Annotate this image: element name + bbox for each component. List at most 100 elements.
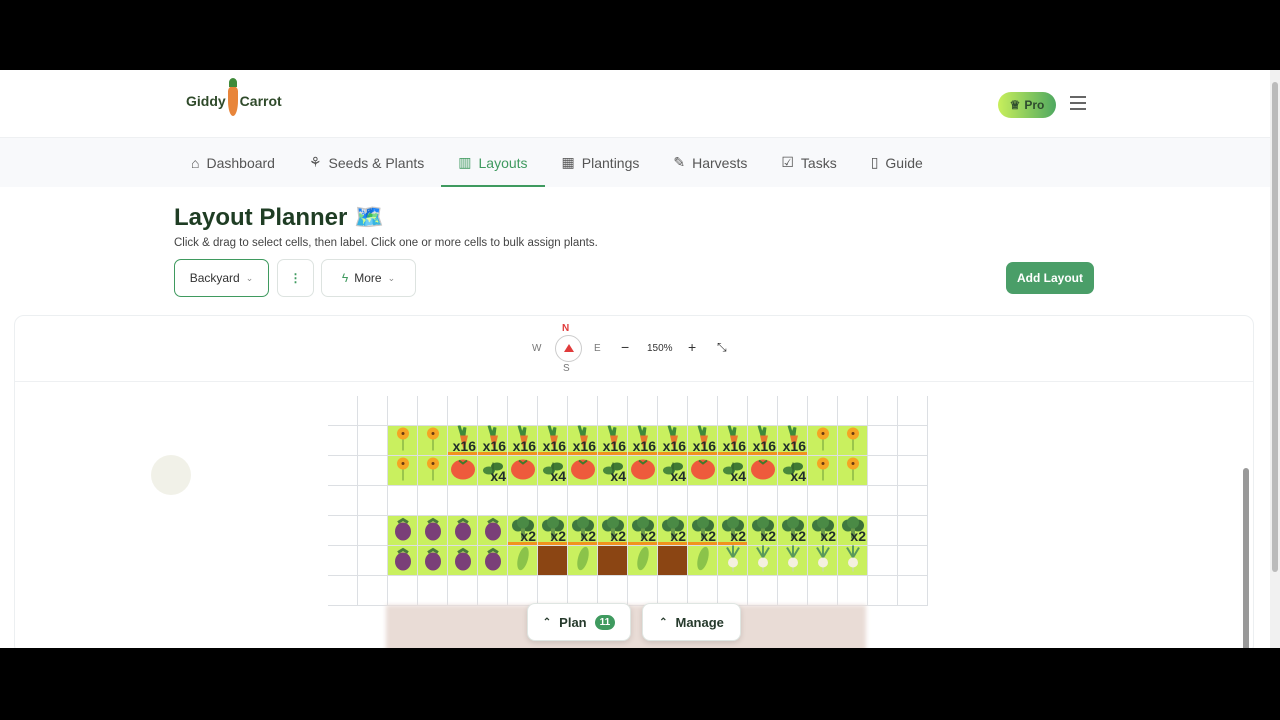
grid-cell-eggplant[interactable] (418, 546, 448, 576)
nav-tab-dashboard[interactable]: ⌂ Dashboard (174, 138, 292, 187)
grid-cell-soil[interactable] (538, 546, 568, 576)
grid-cell-empty[interactable] (628, 576, 658, 606)
grid-cell-empty[interactable] (898, 396, 928, 426)
grid-cell-empty[interactable] (478, 396, 508, 426)
grid-cell-eggplant[interactable] (388, 546, 418, 576)
grid-cell-cucumber[interactable] (568, 546, 598, 576)
grid-cell-empty[interactable] (688, 576, 718, 606)
grid-cell-empty[interactable] (718, 576, 748, 606)
nav-tab-tasks[interactable]: ☑ Tasks (764, 138, 853, 187)
grid-cell-empty[interactable] (358, 426, 388, 456)
more-button[interactable]: ϟ More ⌄ (321, 259, 416, 297)
grid-cell-carrot[interactable]: x16 (658, 424, 688, 456)
grid-cell-carrot[interactable]: x16 (448, 424, 478, 456)
grid-cell-carrot[interactable]: x16 (568, 424, 598, 456)
garden-grid[interactable]: x16 x16 x16 x16 x16 x16 x16 x16 x16 x16 x16 x16 x4 x4… (328, 396, 928, 606)
grid-cell-empty[interactable] (898, 516, 928, 546)
nav-tab-guide[interactable]: ▯ Guide (854, 138, 940, 187)
grid-cell-empty[interactable] (358, 576, 388, 606)
grid-cell-empty[interactable] (418, 576, 448, 606)
grid-cell-flower[interactable] (808, 426, 838, 456)
grid-cell-broccoli[interactable]: x2 (808, 516, 838, 546)
grid-cell-cucumber[interactable] (628, 546, 658, 576)
grid-cell-empty[interactable] (328, 426, 358, 456)
grid-cell-empty[interactable] (868, 516, 898, 546)
grid-cell-broccoli[interactable]: x2 (778, 516, 808, 546)
grid-cell-empty[interactable] (868, 546, 898, 576)
grid-cell-empty[interactable] (448, 486, 478, 516)
grid-cell-flower[interactable] (418, 426, 448, 456)
grid-cell-soil[interactable] (658, 546, 688, 576)
grid-cell-empty[interactable] (748, 396, 778, 426)
grid-cell-turnip[interactable] (808, 545, 838, 576)
grid-cell-carrot[interactable]: x16 (478, 424, 508, 456)
grid-cell-eggplant[interactable] (478, 516, 508, 546)
grid-cell-empty[interactable] (868, 396, 898, 426)
grid-cell-flower[interactable] (388, 426, 418, 456)
hamburger-menu-icon[interactable] (1070, 96, 1086, 110)
grid-cell-empty[interactable] (658, 576, 688, 606)
grid-cell-empty[interactable] (868, 426, 898, 456)
grid-cell-empty[interactable] (388, 576, 418, 606)
grid-cell-eggplant[interactable] (478, 546, 508, 576)
grid-cell-flower[interactable] (838, 426, 868, 456)
grid-cell-empty[interactable] (508, 486, 538, 516)
grid-cell-empty[interactable] (358, 546, 388, 576)
grid-cell-eggplant[interactable] (418, 516, 448, 546)
grid-cell-empty[interactable] (838, 396, 868, 426)
grid-cell-empty[interactable] (778, 576, 808, 606)
grid-cell-turnip[interactable] (838, 545, 868, 576)
grid-cell-broccoli[interactable]: x2 (718, 516, 748, 546)
grid-cell-carrot[interactable]: x16 (748, 424, 778, 456)
canvas-scrollbar[interactable] (1242, 460, 1250, 648)
grid-cell-tomato[interactable] (508, 456, 538, 486)
grid-cell-empty[interactable] (358, 486, 388, 516)
grid-cell-empty[interactable] (748, 576, 778, 606)
grid-cell-empty[interactable] (808, 576, 838, 606)
grid-cell-empty[interactable] (658, 486, 688, 516)
grid-cell-empty[interactable] (838, 486, 868, 516)
grid-cell-eggplant[interactable] (388, 516, 418, 546)
grid-cell-empty[interactable] (898, 426, 928, 456)
grid-cell-flower[interactable] (838, 456, 868, 486)
grid-cell-empty[interactable] (898, 456, 928, 486)
grid-cell-empty[interactable] (538, 396, 568, 426)
grid-cell-broccoli[interactable]: x2 (838, 516, 868, 546)
grid-cell-broccoli[interactable]: x2 (508, 516, 538, 546)
grid-cell-broccoli[interactable]: x2 (598, 516, 628, 546)
grid-cell-empty[interactable] (568, 576, 598, 606)
zoom-in-button[interactable]: + (688, 339, 697, 355)
grid-cell-empty[interactable] (898, 546, 928, 576)
grid-cell-empty[interactable] (328, 516, 358, 546)
grid-cell-empty[interactable] (418, 396, 448, 426)
grid-cell-basil[interactable]: x4 (478, 456, 508, 486)
layout-select[interactable]: Backyard ⌄ (174, 259, 269, 297)
compass-icon[interactable] (555, 335, 582, 362)
grid-cell-empty[interactable] (838, 576, 868, 606)
grid-cell-empty[interactable] (388, 486, 418, 516)
grid-cell-empty[interactable] (568, 396, 598, 426)
grid-cell-carrot[interactable]: x16 (688, 424, 718, 456)
grid-cell-empty[interactable] (388, 396, 418, 426)
grid-cell-empty[interactable] (538, 576, 568, 606)
zoom-out-button[interactable]: − (621, 339, 630, 355)
grid-cell-empty[interactable] (448, 396, 478, 426)
grid-cell-basil[interactable]: x4 (538, 456, 568, 486)
grid-cell-empty[interactable] (718, 486, 748, 516)
grid-cell-tomato[interactable] (568, 456, 598, 486)
grid-cell-empty[interactable] (328, 456, 358, 486)
grid-cell-empty[interactable] (478, 486, 508, 516)
grid-cell-empty[interactable] (778, 396, 808, 426)
grid-cell-empty[interactable] (748, 486, 778, 516)
grid-cell-carrot[interactable]: x16 (718, 424, 748, 456)
nav-tab-harvests[interactable]: ✎ Harvests (656, 138, 764, 187)
grid-cell-basil[interactable]: x4 (778, 456, 808, 486)
grid-cell-empty[interactable] (718, 396, 748, 426)
grid-cell-empty[interactable] (898, 486, 928, 516)
grid-cell-empty[interactable] (868, 486, 898, 516)
grid-cell-empty[interactable] (778, 486, 808, 516)
logo[interactable]: Giddy Carrot (186, 78, 282, 116)
grid-cell-empty[interactable] (478, 576, 508, 606)
grid-cell-basil[interactable]: x4 (598, 456, 628, 486)
grid-cell-empty[interactable] (508, 576, 538, 606)
